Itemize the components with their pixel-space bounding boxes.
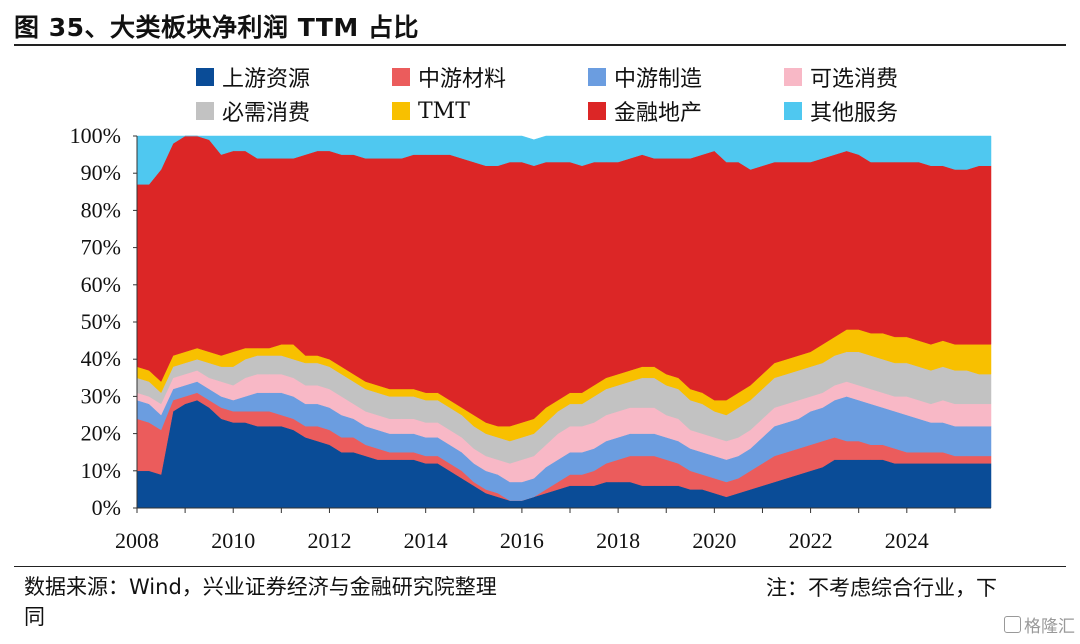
y-tick-label: 40%: [81, 346, 121, 371]
y-tick-label: 100%: [70, 123, 121, 148]
y-tick-label: 0%: [92, 495, 121, 520]
x-tick-label: 2020: [692, 528, 736, 553]
watermark-logo-icon: [1004, 616, 1021, 633]
legend-swatch: [784, 68, 802, 86]
legend-swatch: [196, 68, 214, 86]
legend-label: 上游资源: [222, 67, 311, 92]
x-tick-label: 2024: [885, 528, 929, 553]
legend-label: 中游材料: [418, 67, 507, 92]
legend-label: 金融地产: [614, 101, 703, 126]
footnote: 注：不考虑综合行业，下: [766, 576, 997, 600]
area-series-7: [136, 135, 992, 185]
x-tick-label: 2014: [404, 528, 448, 553]
legend-swatch: [392, 68, 410, 86]
source-text: 数据来源：Wind，兴业证券经济与金融研究院整理: [24, 575, 497, 599]
y-tick-label: 10%: [81, 458, 121, 483]
y-tick-label: 60%: [81, 272, 121, 297]
legend-item: 必需消费: [196, 98, 311, 126]
x-tick-label: 2008: [115, 528, 159, 553]
legend-label: 其他服务: [810, 101, 899, 126]
footer-divider: [14, 566, 1066, 567]
y-tick-label: 90%: [81, 160, 121, 185]
legend-swatch: [588, 68, 606, 86]
x-tick-label: 2010: [211, 528, 255, 553]
x-tick-label: 2018: [596, 528, 640, 553]
watermark: 格隆汇: [1004, 612, 1075, 637]
legend-swatch: [588, 102, 606, 120]
legend-label: 必需消费: [222, 101, 311, 126]
legend-item: 中游材料: [392, 64, 507, 92]
legend-swatch: [784, 102, 802, 120]
page-title: 图 35、大类板块净利润 TTM 占比: [14, 13, 419, 42]
legend-item: 中游制造: [588, 64, 703, 92]
legend-item: TMT: [392, 98, 470, 124]
y-tick-label: 20%: [81, 421, 121, 446]
x-tick-label: 2022: [789, 528, 833, 553]
legend-item: 金融地产: [588, 98, 703, 126]
source-text-continued: 同: [24, 605, 45, 629]
y-tick-label: 80%: [81, 197, 121, 222]
legend-item: 上游资源: [196, 64, 311, 92]
y-tick-label: 70%: [81, 235, 121, 260]
watermark-text: 格隆汇: [1024, 617, 1075, 637]
legend-label: TMT: [418, 98, 470, 124]
legend-label: 中游制造: [614, 67, 703, 92]
legend-label: 可选消费: [810, 67, 899, 92]
legend-swatch: [196, 102, 214, 120]
y-tick-label: 50%: [81, 309, 121, 334]
legend-item: 其他服务: [784, 98, 899, 126]
y-tick-label: 30%: [81, 383, 121, 408]
title-divider: [14, 44, 1066, 46]
x-tick-label: 2016: [500, 528, 544, 553]
legend-swatch: [392, 102, 410, 120]
source-note: 数据来源：Wind，兴业证券经济与金融研究院整理 同: [24, 572, 704, 632]
x-tick-label: 2012: [307, 528, 351, 553]
legend-item: 可选消费: [784, 64, 899, 92]
